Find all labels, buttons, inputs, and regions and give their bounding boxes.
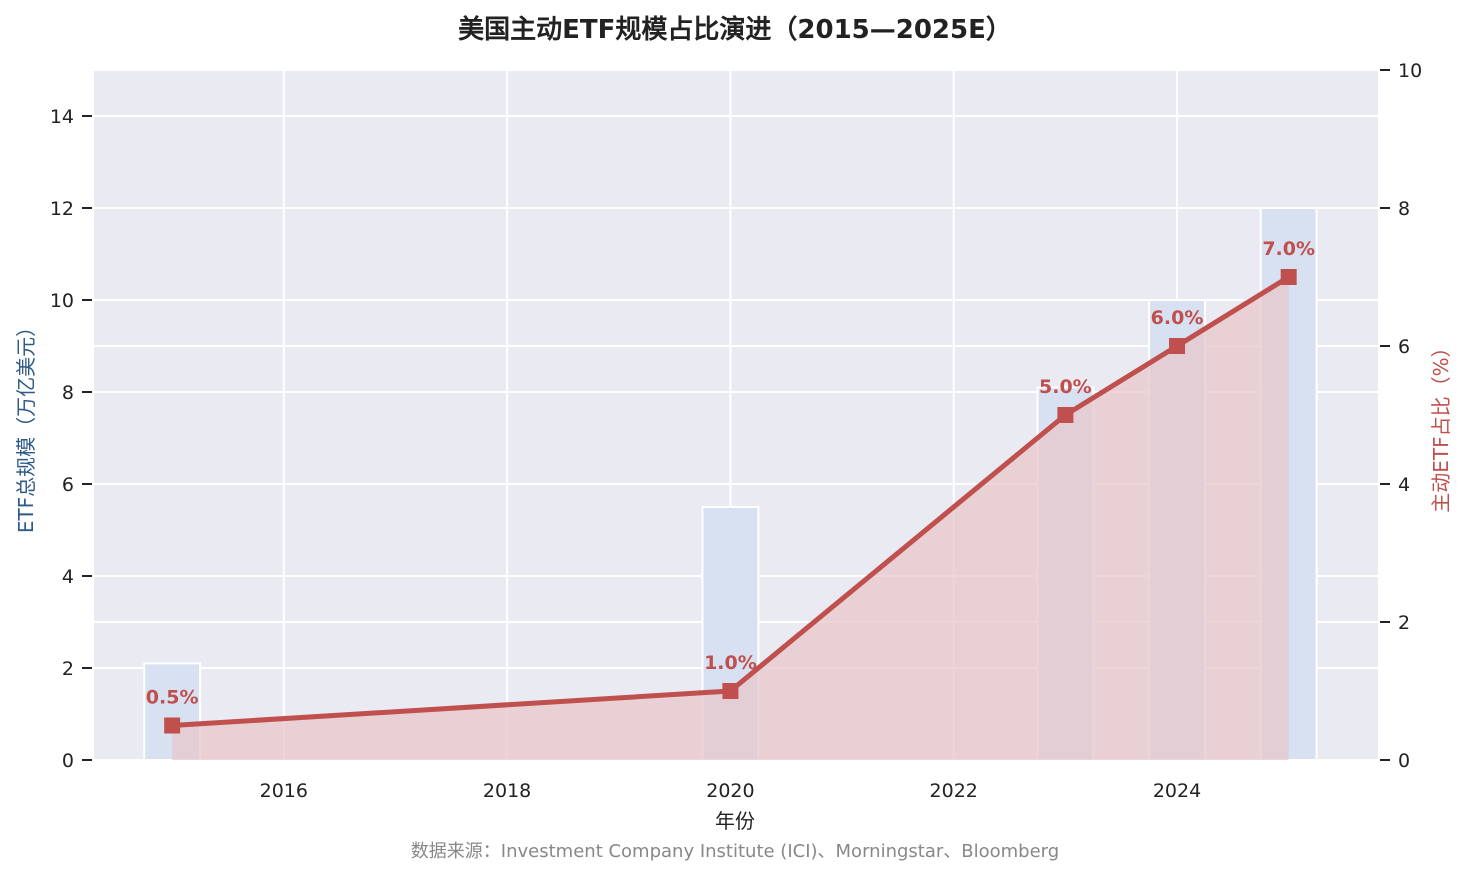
x-axis-label: 年份 xyxy=(715,809,755,833)
left-y-tick-label: 14 xyxy=(50,106,74,128)
right-y-tick-label: 10 xyxy=(1398,60,1422,82)
source-note: 数据来源：Investment Company Institute (ICI)、… xyxy=(411,841,1059,862)
x-axis: 2016 2018 2020 2022 2024 xyxy=(260,780,1202,802)
data-label-2024: 6.0% xyxy=(1151,307,1204,329)
right-y-axis-label: 主动ETF占比（%） xyxy=(1429,337,1453,512)
left-y-tick-label: 12 xyxy=(50,198,74,220)
area-under-line xyxy=(172,277,1289,760)
line-marker-2025 xyxy=(1280,269,1297,285)
left-y-tick-label: 8 xyxy=(62,382,74,404)
line-marker-2023 xyxy=(1057,407,1074,423)
x-tick-label: 2020 xyxy=(706,780,754,802)
line-marker-2020 xyxy=(722,683,739,699)
x-tick-label: 2016 xyxy=(260,780,308,802)
right-y-tick-label: 8 xyxy=(1398,198,1410,220)
left-y-tick-label: 10 xyxy=(50,290,74,312)
line-marker-2024 xyxy=(1169,338,1186,354)
right-y-axis: 0 2 4 6 8 10 xyxy=(1380,60,1422,772)
left-y-tick-label: 2 xyxy=(62,658,74,680)
chart-title: 美国主动ETF规模占比演进（2015—2025E） xyxy=(458,14,1012,45)
right-y-tick-label: 4 xyxy=(1398,474,1410,496)
left-y-tick-label: 4 xyxy=(62,566,74,588)
line-series: 0.5% 1.0% 5.0% 6.0% 7.0% xyxy=(146,238,1315,734)
x-tick-label: 2018 xyxy=(483,780,531,802)
data-label-2020: 1.0% xyxy=(704,652,757,674)
left-y-tick-label: 6 xyxy=(62,474,74,496)
line-marker-2015 xyxy=(164,717,181,734)
left-y-axis-label: ETF总规模（万亿美元） xyxy=(14,317,38,533)
line-area-fill xyxy=(172,277,1289,760)
x-tick-label: 2024 xyxy=(1153,780,1201,802)
right-y-tick-label: 6 xyxy=(1398,336,1410,358)
data-label-2025: 7.0% xyxy=(1262,238,1315,260)
right-y-tick-label: 0 xyxy=(1398,750,1410,772)
data-label-2023: 5.0% xyxy=(1039,376,1092,398)
data-label-2015: 0.5% xyxy=(146,687,199,709)
left-y-axis: 0 2 4 6 8 10 12 14 xyxy=(50,106,92,772)
x-tick-label: 2022 xyxy=(930,780,978,802)
right-y-tick-label: 2 xyxy=(1398,612,1410,634)
left-y-tick-label: 0 xyxy=(62,750,74,772)
